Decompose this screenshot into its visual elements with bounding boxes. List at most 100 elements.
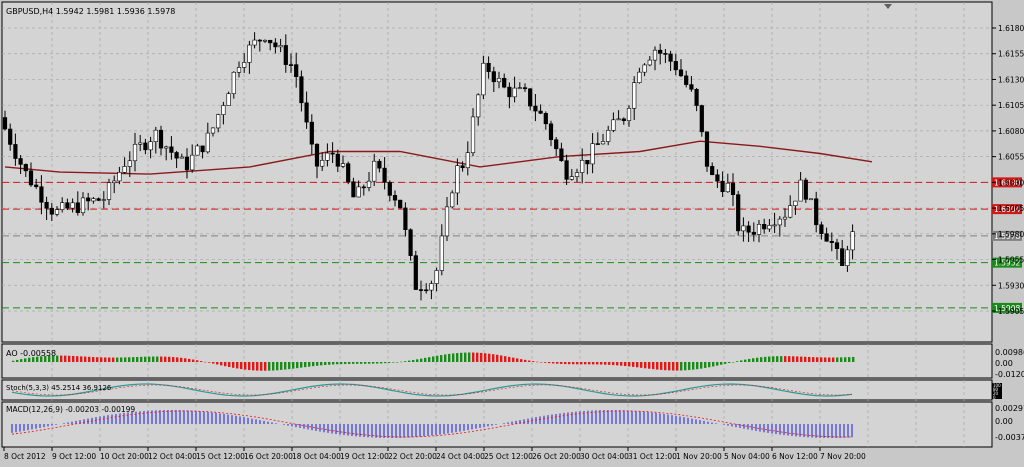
ao-bar <box>520 359 523 362</box>
candle-body <box>782 216 788 220</box>
ao-bar <box>608 362 611 365</box>
chart-shift-marker[interactable] <box>884 4 892 9</box>
ao-bar <box>360 362 363 364</box>
ao-bar <box>60 355 63 362</box>
candle-body <box>408 229 413 256</box>
ao-bar <box>692 362 695 370</box>
candle-body <box>668 53 673 62</box>
ao-bar <box>332 362 335 365</box>
ao-bar <box>536 361 539 363</box>
ao-bar <box>760 357 763 362</box>
candle-body <box>148 141 153 151</box>
ao-bar <box>416 359 419 362</box>
ao-bar <box>804 356 807 362</box>
ao-bar <box>272 362 275 371</box>
price-panel[interactable] <box>1 1 993 343</box>
candle-body <box>808 198 814 201</box>
candle-body <box>122 166 127 173</box>
candle-body <box>507 86 512 98</box>
ao-bar <box>424 357 427 362</box>
candle-body <box>226 93 231 106</box>
level-price-tag <box>992 302 1022 313</box>
ao-bar <box>852 356 855 362</box>
ao-bar <box>24 358 27 362</box>
macd-panel[interactable] <box>1 401 993 448</box>
price-tick-label: 1.5905 <box>998 307 1024 316</box>
ao-bar <box>488 353 491 362</box>
candle-body <box>164 146 169 149</box>
candle-body <box>751 231 756 235</box>
ao-bar <box>712 362 715 367</box>
ao-bar <box>280 362 283 370</box>
ao-bar <box>276 362 279 371</box>
ao-bar <box>592 362 595 365</box>
candle-body <box>611 119 616 131</box>
candle-body <box>481 62 486 96</box>
ao-bar <box>848 357 851 362</box>
ao-bar <box>380 362 383 364</box>
ao-bar <box>552 362 555 364</box>
candle-body <box>392 195 398 201</box>
ao-bar <box>384 362 387 364</box>
ao-bar <box>452 353 455 362</box>
candle-body <box>491 71 496 83</box>
time-tick-label: 16 Oct 20:00 <box>244 452 293 461</box>
ao-tick-bottom: -0.01203 <box>995 370 1024 379</box>
candle-body <box>372 160 377 182</box>
candle-body <box>179 156 184 159</box>
ao-bar <box>408 360 411 362</box>
ao-bar <box>232 362 235 368</box>
ao-bar <box>160 356 163 362</box>
stoch-panel[interactable] <box>1 379 993 401</box>
ao-bar <box>708 362 711 368</box>
candle-body <box>637 71 642 83</box>
candle-body <box>450 192 455 208</box>
candle-body <box>340 163 346 167</box>
ao-bar <box>16 359 19 362</box>
time-tick-label: 19 Oct 12:00 <box>340 452 389 461</box>
price-tick-label: 1.6055 <box>998 153 1024 162</box>
candle-body <box>595 143 600 145</box>
ao-bar <box>600 362 603 365</box>
ao-bar <box>348 362 351 364</box>
ao-bar <box>576 362 579 365</box>
ao-bar <box>260 362 263 371</box>
ao-bar <box>264 362 267 371</box>
ao-tick-top: 0.00986 <box>995 348 1024 357</box>
candle-body <box>2 117 8 130</box>
candle-body <box>538 110 543 114</box>
ao-bar <box>648 362 651 369</box>
ao-bar <box>100 357 103 362</box>
candle-body <box>720 180 725 193</box>
candle-body <box>195 145 200 156</box>
time-tick-label: 10 Oct 20:00 <box>100 452 149 461</box>
candle-body <box>361 186 366 189</box>
ao-bar <box>544 362 547 363</box>
candle-body <box>554 139 559 150</box>
candle-body <box>840 248 845 266</box>
ao-bar <box>412 359 415 362</box>
ao-bar <box>356 362 359 364</box>
candle-body <box>819 224 824 235</box>
ao-bar <box>308 362 311 367</box>
ao-bar <box>772 356 775 362</box>
ao-bar <box>248 362 251 371</box>
candle-body <box>626 108 632 121</box>
candle-body <box>288 64 294 66</box>
candle-body <box>632 82 637 109</box>
candle-body <box>569 176 574 180</box>
time-tick-label: 31 Oct 12:00 <box>628 452 677 461</box>
ao-bar <box>396 362 399 363</box>
level-price-tag <box>992 177 1022 188</box>
ao-bar <box>124 357 127 362</box>
time-tick-label: 26 Oct 20:00 <box>532 452 581 461</box>
ao-bar <box>200 361 203 362</box>
ao-bar <box>128 357 131 362</box>
ao-bar <box>664 362 667 371</box>
candle-body <box>590 143 595 165</box>
ao-bar <box>816 357 819 362</box>
candle-body <box>465 152 470 169</box>
ao-bar <box>320 362 323 366</box>
ao-bar <box>256 362 259 371</box>
